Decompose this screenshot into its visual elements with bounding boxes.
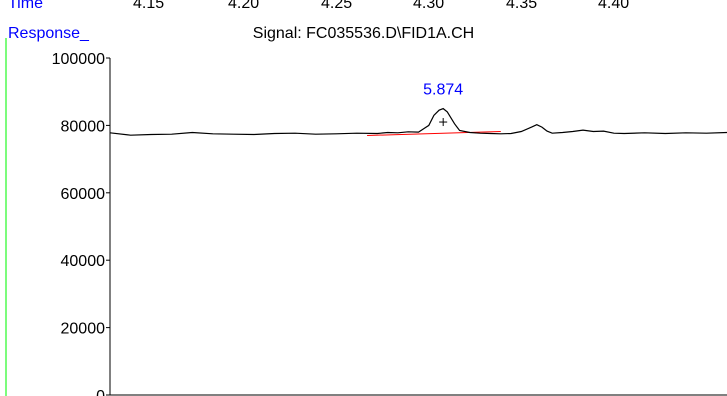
y-tick-label: 0 [96, 388, 105, 396]
y-tick-label: 40000 [61, 253, 106, 270]
y-tick-label: 20000 [61, 321, 106, 338]
signal-trace [109, 107, 727, 136]
time-tick-label: 4.20 [228, 0, 260, 12]
y-tick-label: 60000 [61, 186, 106, 203]
time-tick-label: 4.40 [598, 0, 630, 12]
response-axis-label: Response_ [8, 25, 89, 42]
left-border [5, 38, 7, 396]
time-axis-label: Time [8, 0, 43, 12]
y-tick-label: 80000 [61, 118, 106, 135]
y-tick-label: 100000 [52, 51, 105, 68]
time-tick-label: 4.35 [506, 0, 538, 12]
signal-title: Signal: FC035536.D\FID1A.CH [252, 25, 475, 42]
time-tick-label: 4.15 [133, 0, 165, 12]
peak-retention-label: 5.874 [423, 82, 463, 99]
integration-baseline [367, 130, 501, 137]
time-tick-label: 4.30 [413, 0, 445, 12]
time-tick-label: 4.25 [321, 0, 353, 12]
